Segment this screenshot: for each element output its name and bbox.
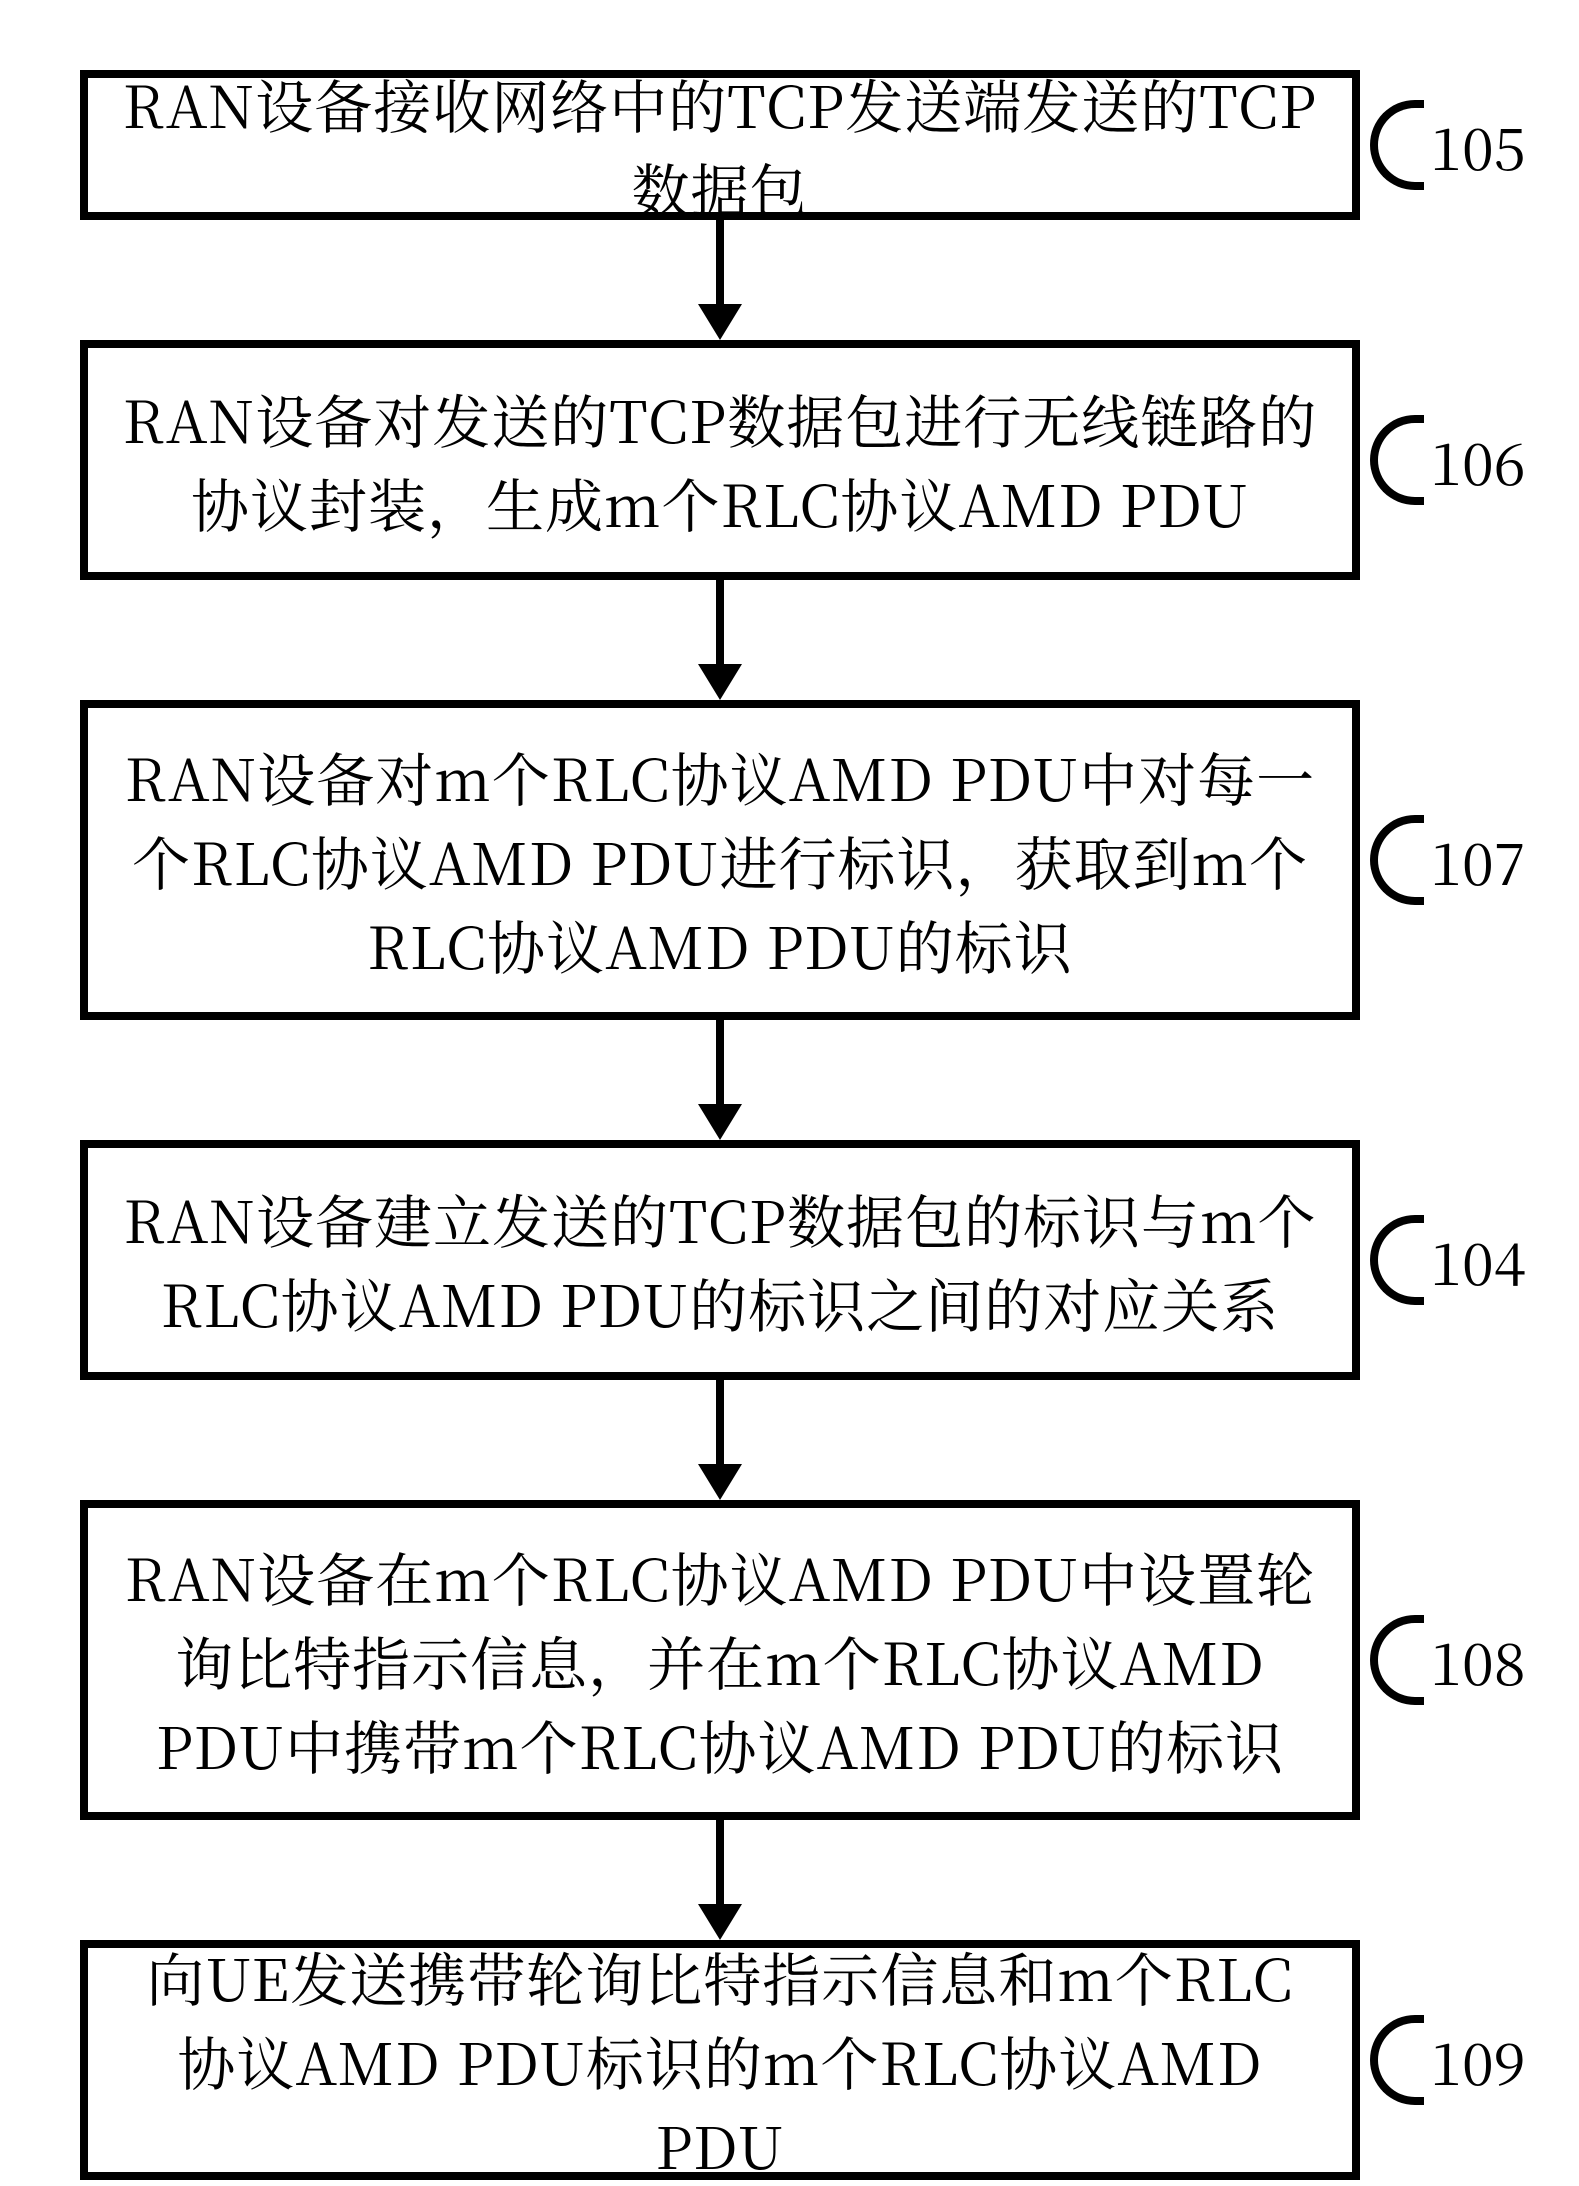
step-104: RAN设备建立发送的TCP数据包的标识与m个RLC协议AMD PDU的标识之间的… [80, 1140, 1360, 1380]
step-106-label: 106 [1370, 415, 1526, 505]
arrow-105-106-line [716, 220, 724, 304]
step-109: 向UE发送携带轮询比特指示信息和m个RLC协议AMD PDU标识的m个RLC协议… [80, 1940, 1360, 2180]
step-109-number: 109 [1430, 2018, 1526, 2102]
step-105-label: 105 [1370, 100, 1526, 190]
arrow-108-109-head [698, 1904, 742, 1940]
step-104-text: RAN设备建立发送的TCP数据包的标识与m个RLC协议AMD PDU的标识之间的… [118, 1176, 1322, 1344]
arrow-105-106-head [698, 304, 742, 340]
arrow-106-107-head [698, 664, 742, 700]
arrow-104-108-head [698, 1464, 742, 1500]
step-107-number: 107 [1430, 818, 1526, 902]
step-bracket-icon [1370, 1215, 1424, 1305]
arrow-106-107-line [716, 580, 724, 664]
flowchart-canvas: RAN设备接收网络中的TCP发送端发送的TCP数据包 105 RAN设备对发送的TC… [0, 0, 1579, 2028]
step-105: RAN设备接收网络中的TCP发送端发送的TCP数据包 [80, 70, 1360, 220]
step-108-label: 108 [1370, 1615, 1526, 1705]
step-107-text: RAN设备对m个RLC协议AMD PDU中对每一个RLC协议AMD PDU进行标… [118, 734, 1322, 986]
arrow-108-109-line [716, 1820, 724, 1904]
step-104-label: 104 [1370, 1215, 1526, 1305]
step-105-number: 105 [1430, 103, 1526, 187]
arrow-107-104-head [698, 1104, 742, 1140]
step-bracket-icon [1370, 815, 1424, 905]
step-109-label: 109 [1370, 2015, 1526, 2105]
arrow-104-108-line [716, 1380, 724, 1464]
step-107: RAN设备对m个RLC协议AMD PDU中对每一个RLC协议AMD PDU进行标… [80, 700, 1360, 1020]
step-108-number: 108 [1430, 1618, 1526, 1702]
step-104-number: 104 [1430, 1218, 1526, 1302]
step-106-text: RAN设备对发送的TCP数据包进行无线链路的协议封装，生成m个RLC协议AMD … [118, 376, 1322, 544]
step-105-text: RAN设备接收网络中的TCP发送端发送的TCP数据包 [118, 61, 1322, 229]
step-108: RAN设备在m个RLC协议AMD PDU中设置轮询比特指示信息，并在m个RLC协… [80, 1500, 1360, 1820]
step-109-text: 向UE发送携带轮询比特指示信息和m个RLC协议AMD PDU标识的m个RLC协议… [118, 1934, 1322, 2186]
step-bracket-icon [1370, 2015, 1424, 2105]
arrow-107-104-line [716, 1020, 724, 1104]
step-bracket-icon [1370, 415, 1424, 505]
step-106: RAN设备对发送的TCP数据包进行无线链路的协议封装，生成m个RLC协议AMD … [80, 340, 1360, 580]
step-107-label: 107 [1370, 815, 1526, 905]
step-bracket-icon [1370, 1615, 1424, 1705]
step-bracket-icon [1370, 100, 1424, 190]
step-106-number: 106 [1430, 418, 1526, 502]
step-108-text: RAN设备在m个RLC协议AMD PDU中设置轮询比特指示信息，并在m个RLC协… [118, 1534, 1322, 1786]
